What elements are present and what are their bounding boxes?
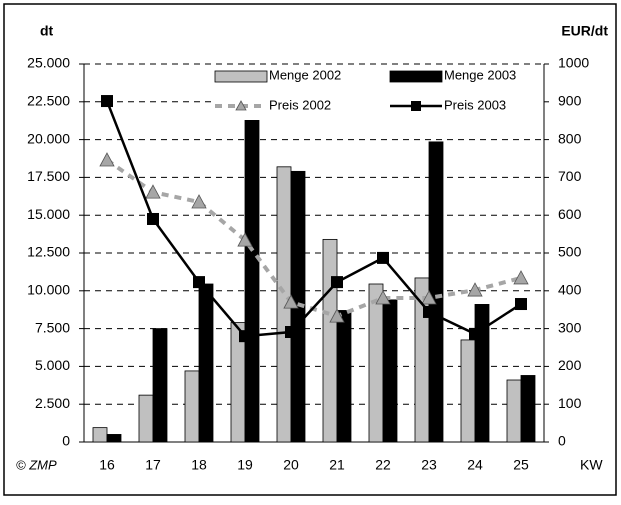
- x-tick-label: 21: [329, 457, 345, 473]
- bar: [520, 375, 536, 443]
- y-tick-label: 17.500: [27, 168, 70, 184]
- point: [377, 251, 389, 264]
- y-tick-label: 10.000: [27, 282, 70, 298]
- point: [101, 95, 113, 108]
- y2-tick-label: 400: [558, 282, 582, 298]
- y2-tick-label: 100: [558, 395, 582, 411]
- legend-label: Menge 2003: [444, 67, 516, 82]
- point: [237, 232, 253, 247]
- x-tick-label: 23: [421, 457, 437, 473]
- y2-axis-label: EUR/dt: [561, 23, 608, 39]
- point: [329, 308, 345, 323]
- y-tick-label: 20.000: [27, 130, 70, 146]
- x-tick-label: 25: [513, 457, 529, 473]
- legend-label: Preis 2003: [444, 97, 506, 112]
- line: [105, 158, 522, 319]
- x-tick-label: 24: [467, 457, 483, 473]
- x-tick-label: 17: [145, 457, 161, 473]
- y2-tick-label: 500: [558, 244, 582, 260]
- point: [239, 330, 251, 343]
- point: [145, 184, 161, 199]
- point: [193, 276, 205, 289]
- bar: [428, 141, 444, 443]
- legend-label: Menge 2002: [269, 67, 341, 82]
- point: [147, 212, 159, 225]
- point: [467, 282, 483, 297]
- legend-swatch: [214, 70, 268, 83]
- bar: [184, 370, 200, 443]
- y2-tick-label: 200: [558, 357, 582, 373]
- y2-tick-label: 600: [558, 206, 582, 222]
- y-tick-label: 7.500: [35, 319, 70, 335]
- point: [375, 290, 391, 305]
- bar: [138, 394, 154, 443]
- point: [513, 270, 529, 285]
- y-tick-label: 2.500: [35, 395, 70, 411]
- point: [285, 326, 297, 339]
- y2-tick-label: 0: [558, 433, 566, 449]
- point: [515, 298, 527, 311]
- x-tick-label: 20: [283, 457, 299, 473]
- legend-swatch: [389, 70, 443, 83]
- point: [469, 327, 481, 340]
- y-tick-label: 15.000: [27, 206, 70, 222]
- y-tick-label: 0: [62, 433, 70, 449]
- point: [99, 152, 115, 167]
- point: [283, 294, 299, 309]
- point: [423, 305, 435, 318]
- y2-tick-label: 800: [558, 130, 582, 146]
- legend-marker: [411, 101, 421, 111]
- legend-marker: [235, 100, 247, 111]
- x-tick-label: 18: [191, 457, 207, 473]
- x-tick-label: 22: [375, 457, 391, 473]
- y2-tick-label: 300: [558, 319, 582, 335]
- x-axis-label: KW: [580, 457, 603, 473]
- y2-tick-label: 900: [558, 93, 582, 109]
- bar: [506, 379, 522, 443]
- line: [105, 100, 522, 338]
- bar: [106, 434, 122, 443]
- source-note: © ZMP: [16, 457, 57, 472]
- y-tick-label: 22.500: [27, 93, 70, 109]
- bar: [368, 283, 384, 443]
- bar: [92, 427, 108, 443]
- y-tick-label: 12.500: [27, 244, 70, 260]
- x-tick-label: 16: [99, 457, 115, 473]
- bar: [322, 238, 338, 443]
- point: [421, 290, 437, 305]
- bar: [382, 299, 398, 443]
- bar: [336, 310, 352, 443]
- bar: [152, 328, 168, 443]
- x-tick-label: 19: [237, 457, 253, 473]
- bar: [460, 339, 476, 443]
- point: [191, 194, 207, 209]
- y-tick-label: 5.000: [35, 357, 70, 373]
- y2-tick-label: 700: [558, 168, 582, 184]
- point: [331, 276, 343, 289]
- y-axis-label: dt: [40, 23, 54, 39]
- y-tick-label: 25.000: [27, 55, 70, 71]
- legend: Menge 2002 Menge 2003 Preis 2002 Preis 2003: [212, 66, 542, 120]
- bar: [198, 283, 214, 443]
- y2-tick-label: 1000: [558, 55, 589, 71]
- bar: [244, 116, 260, 443]
- legend-label: Preis 2002: [269, 97, 331, 112]
